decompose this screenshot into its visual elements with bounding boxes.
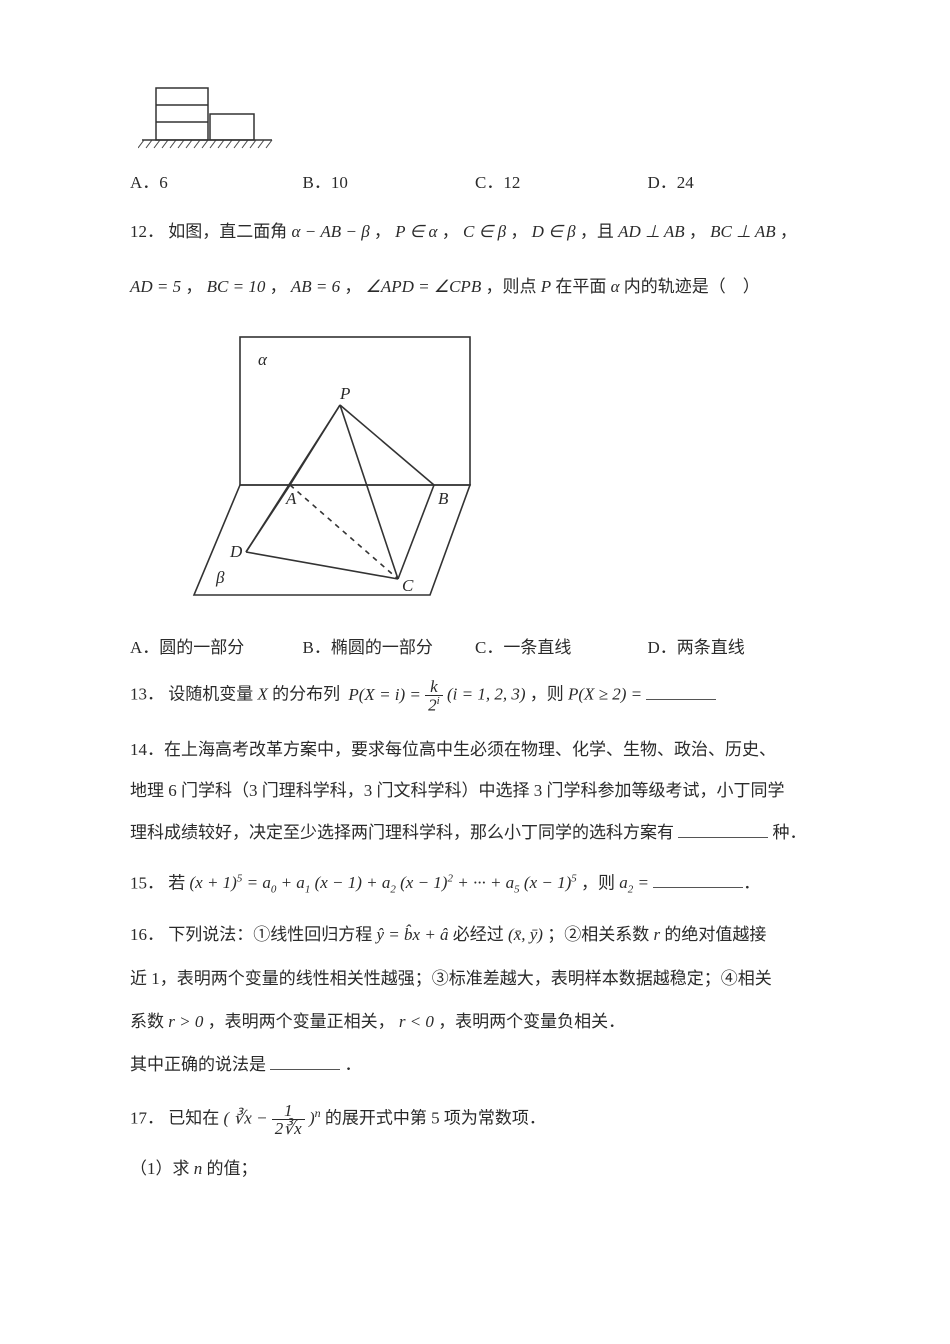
q12-opt-c: C．一条直线	[475, 636, 648, 660]
q11-figure	[138, 80, 820, 157]
q14-number: 14．	[130, 740, 164, 759]
q16-blank	[270, 1051, 340, 1071]
q15-blank	[653, 869, 743, 889]
q12: 12． 如图，直二面角 α − AB − β ， P ∈ α ， C ∈ β ，…	[130, 213, 820, 306]
q11-opt-d: D．24	[648, 171, 821, 195]
q17-number: 17．	[130, 1108, 164, 1127]
q16-number: 16．	[130, 925, 164, 944]
q14-blank	[678, 818, 768, 838]
q11-opt-c: C．12	[475, 171, 648, 195]
svg-text:B: B	[438, 489, 449, 508]
q12-opt-b: B．椭圆的一部分	[303, 636, 476, 660]
q17: 17． 已知在 ( ∛x − 1 2∛x )n 的展开式中第 5 项为常数项． …	[130, 1102, 820, 1181]
q11-options: A．6 B．10 C．12 D．24	[130, 171, 820, 195]
svg-text:D: D	[229, 542, 243, 561]
q13: 13． 设随机变量 X 的分布列 P(X = i) = k 2i (i = 1,…	[130, 678, 820, 714]
q11-opt-b: B．10	[303, 171, 476, 195]
q12-opt-a: A．圆的一部分	[130, 636, 303, 660]
svg-text:A: A	[285, 489, 297, 508]
q12-number: 12．	[130, 222, 164, 241]
q17-fraction: 1 2∛x	[272, 1102, 305, 1137]
svg-text:C: C	[402, 576, 414, 595]
q11-opt-c-val: 12	[503, 173, 520, 192]
q12-figure: α β P A B C D	[180, 327, 820, 614]
svg-text:α: α	[258, 350, 268, 369]
q13-number: 13．	[130, 685, 164, 704]
q13-fraction: k 2i	[425, 678, 443, 714]
q13-blank	[646, 680, 716, 700]
q11-opt-a-val: 6	[159, 173, 168, 192]
q11-opt-b-val: 10	[331, 173, 348, 192]
q11-opt-d-val: 24	[677, 173, 694, 192]
q16: 16． 下列说法：①线性回归方程 ŷ = b̂x + â 必经过 (x̄, ȳ)…	[130, 916, 820, 1084]
svg-text:P: P	[339, 384, 350, 403]
q12-opt-d: D．两条直线	[648, 636, 821, 660]
q12-intro: 如图，直二面角	[168, 222, 287, 241]
q12-options: A．圆的一部分 B．椭圆的一部分 C．一条直线 D．两条直线	[130, 636, 820, 660]
q15: 15． 若 (x + 1)5 = a0 + a1 (x − 1) + a2 (x…	[130, 869, 820, 898]
q14: 14．在上海高考改革方案中，要求每位高中生必须在物理、化学、生物、政治、历史、 …	[130, 732, 820, 851]
q11-opt-a: A．6	[130, 171, 303, 195]
q15-number: 15．	[130, 873, 164, 892]
svg-text:β: β	[215, 568, 225, 587]
